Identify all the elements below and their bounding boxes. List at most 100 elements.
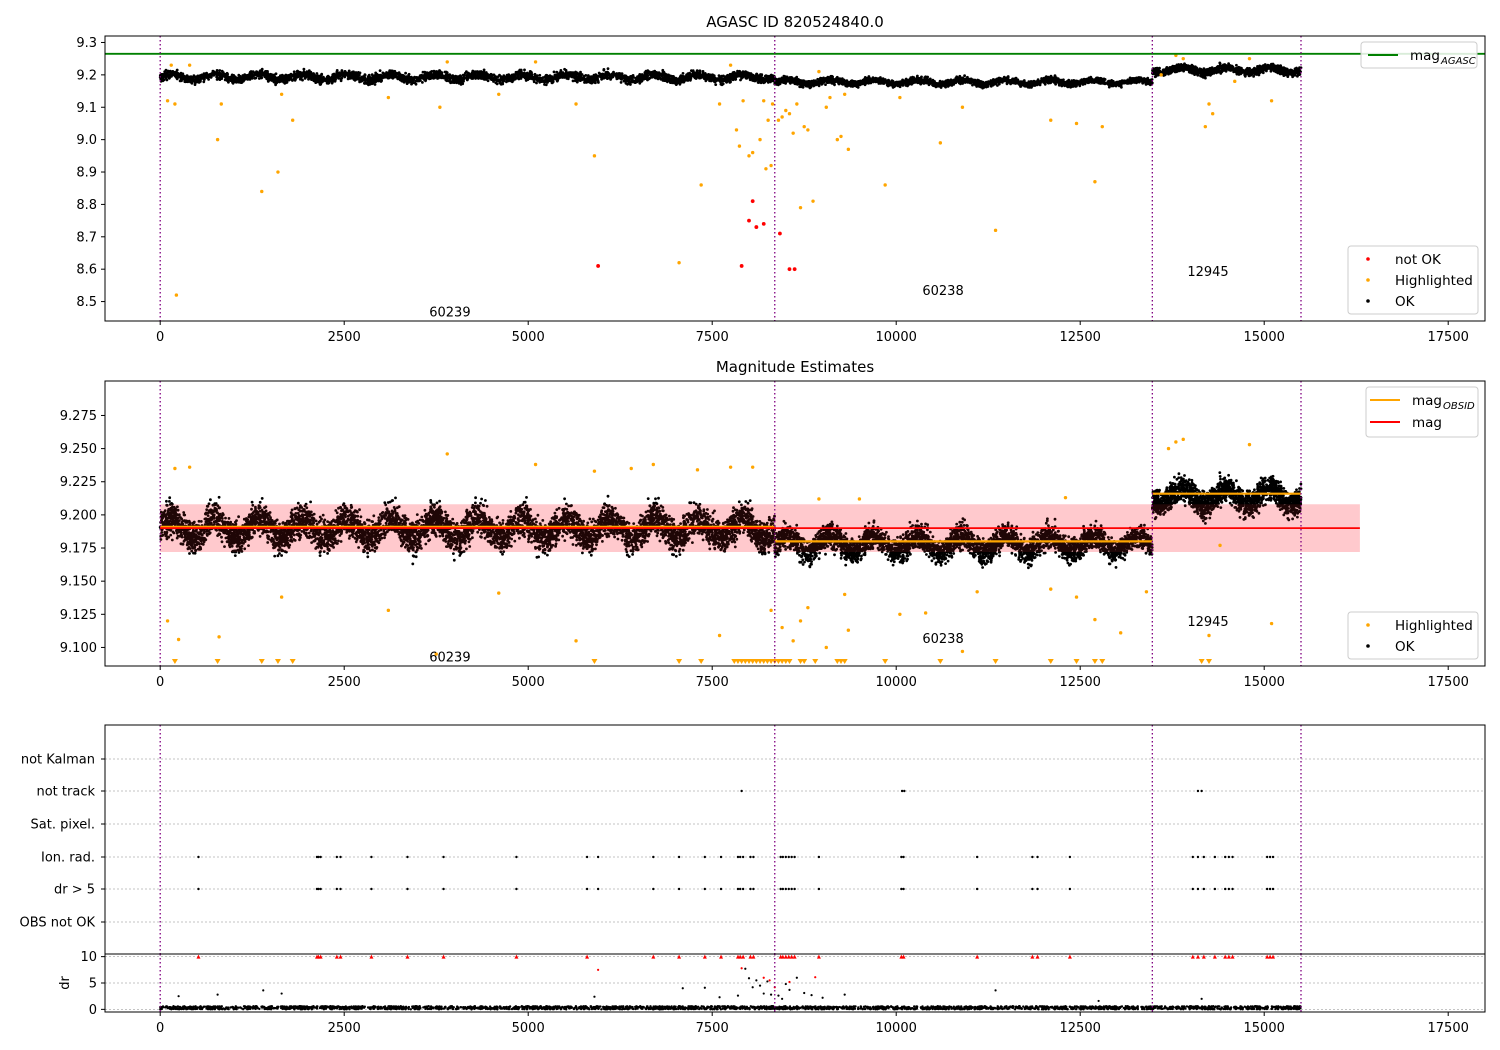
ok-point	[670, 81, 674, 85]
ok-point	[249, 71, 253, 75]
ok-point	[631, 74, 635, 77]
ok-point	[363, 73, 367, 77]
ok-point	[470, 72, 474, 76]
ok-point	[199, 78, 202, 82]
ok-point	[529, 77, 533, 80]
ok-point	[492, 77, 495, 81]
ok-point	[769, 78, 773, 82]
ok-point	[707, 73, 710, 76]
ok-point	[315, 78, 319, 82]
ok-point	[166, 70, 170, 74]
ok-point	[421, 81, 424, 84]
ok-point	[365, 78, 368, 81]
ok-point	[230, 73, 234, 77]
ok-point	[619, 81, 623, 84]
ok-point	[742, 72, 745, 75]
ok-point	[678, 75, 682, 79]
ok-point	[203, 78, 206, 81]
ok-point	[399, 76, 403, 80]
ok-point	[614, 73, 618, 76]
ok-point	[498, 73, 501, 77]
ok-point	[295, 75, 299, 79]
ok-point	[1075, 81, 1079, 85]
ok-point	[601, 74, 605, 77]
ok-point	[213, 71, 217, 75]
ok-point	[343, 70, 347, 73]
ok-point	[518, 68, 522, 72]
ok-point	[325, 75, 329, 79]
ok-point	[334, 75, 337, 79]
ok-point	[319, 76, 323, 80]
ok-point	[577, 74, 581, 78]
ok-point	[575, 80, 579, 84]
ok-point	[468, 72, 472, 76]
ok-point	[571, 75, 574, 79]
ok-point	[558, 73, 561, 77]
ok-point	[356, 75, 360, 79]
ok-point	[598, 74, 602, 78]
ok-point	[992, 82, 996, 86]
ok-point	[395, 71, 398, 75]
ok-point	[718, 76, 722, 79]
ok-point	[378, 69, 382, 72]
ok-point	[407, 79, 411, 82]
ok-point	[303, 77, 307, 80]
ok-point	[662, 76, 666, 80]
ok-point	[541, 80, 544, 83]
ok-point	[524, 79, 528, 82]
ok-point	[727, 76, 731, 80]
ok-point	[963, 74, 966, 78]
ok-point	[432, 70, 436, 74]
ok-point	[207, 78, 211, 81]
ok-point	[666, 80, 669, 84]
ok-point	[691, 71, 695, 75]
ok-point	[559, 69, 563, 72]
ok-point	[282, 80, 285, 84]
ok-point	[686, 78, 690, 82]
ok-point	[676, 77, 680, 81]
ok-point	[532, 80, 536, 84]
ok-point	[335, 69, 339, 72]
ok-point	[583, 77, 587, 81]
ok-point	[711, 73, 714, 77]
ok-point	[552, 70, 556, 74]
ok-point	[316, 75, 320, 79]
ok-point	[271, 78, 274, 82]
ok-point	[609, 74, 612, 78]
ok-point	[292, 72, 296, 76]
ok-point	[593, 79, 597, 83]
ok-point	[589, 81, 593, 84]
ok-point	[240, 81, 244, 84]
ok-point	[199, 75, 203, 78]
ok-point	[363, 81, 366, 85]
ok-point	[535, 81, 538, 85]
ok-point	[184, 80, 188, 83]
ok-point	[625, 79, 628, 82]
ok-point	[757, 80, 761, 83]
ok-point	[649, 71, 653, 75]
ok-point	[309, 75, 313, 79]
ok-point	[320, 72, 324, 76]
ok-point	[604, 75, 608, 78]
ok-point	[719, 80, 722, 84]
ok-point	[554, 75, 558, 79]
ok-point	[766, 78, 769, 81]
ok-point	[210, 75, 213, 78]
ok-point	[260, 73, 264, 77]
ok-point	[692, 75, 696, 78]
ok-point	[267, 79, 271, 82]
ok-point	[196, 74, 200, 78]
ok-point	[402, 80, 406, 84]
ok-point	[509, 76, 513, 79]
ok-point	[340, 76, 344, 80]
ok-point	[482, 71, 486, 75]
ok-point	[502, 78, 506, 82]
ok-point	[519, 77, 523, 80]
ok-point	[470, 77, 474, 80]
ok-point	[1105, 82, 1109, 85]
ok-point	[596, 79, 600, 83]
ok-point	[318, 82, 322, 85]
ok-point	[377, 78, 381, 82]
ok-point	[205, 71, 209, 75]
